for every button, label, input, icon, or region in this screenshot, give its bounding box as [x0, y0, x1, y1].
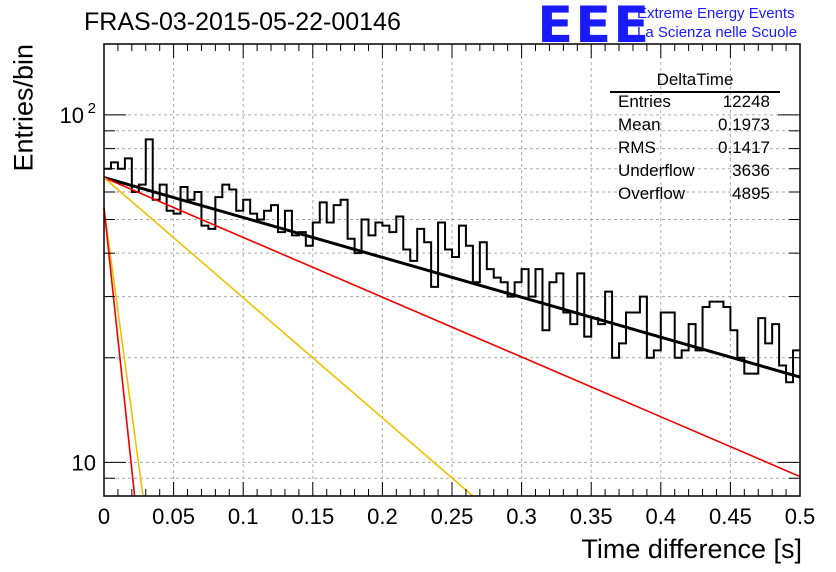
stats-row: Entries 12248 [618, 92, 770, 115]
histogram-outline [104, 138, 800, 384]
x-tick-label: 0.5 [785, 504, 816, 529]
fit-line [103, 207, 136, 497]
stats-row: Underflow 3636 [618, 161, 770, 184]
stats-key: Entries [618, 92, 671, 111]
x-tick-label: 0.1 [228, 504, 259, 529]
y-tick-exponent: 2 [88, 100, 96, 117]
logo-line-1: Extreme Energy Events [637, 5, 795, 22]
stats-key: Overflow [618, 184, 686, 203]
logo-line-2: La Scienza nelle Scuole [637, 24, 798, 41]
fit-line [103, 176, 801, 478]
x-axis-label: Time difference [s] [581, 534, 802, 564]
x-tick-label: 0.05 [152, 504, 195, 529]
stats-value: 12248 [722, 92, 770, 111]
stats-key: Underflow [618, 161, 695, 180]
logo-mark: EEE [537, 0, 652, 54]
fit-line [103, 177, 474, 497]
histogram [104, 138, 800, 384]
stats-key: RMS [618, 138, 656, 157]
stats-value: 0.1417 [718, 138, 770, 157]
eee-logo: EEE Extreme Energy Events La Scienza nel… [537, 0, 836, 54]
stats-key: Mean [618, 115, 661, 134]
stats-value: 4895 [732, 184, 770, 203]
fit-line [103, 207, 144, 497]
x-tick-label: 0.35 [570, 504, 613, 529]
x-tick-label: 0.4 [646, 504, 677, 529]
stats-box: DeltaTime Entries 12248 Mean 0.1973 RMS … [610, 70, 780, 205]
y-axis-label: Entries/bin [8, 43, 39, 172]
stats-row: RMS 0.1417 [618, 138, 770, 161]
x-tick-label: 0.15 [291, 504, 334, 529]
x-tick-label: 0.25 [431, 504, 474, 529]
y-tick-label: 10 [72, 450, 96, 475]
fit-lines [103, 176, 801, 497]
stats-title: DeltaTime [656, 70, 734, 89]
tick-labels: 0 0.05 0.1 0.15 0.2 0.25 0.3 0.35 0.4 0.45 0.5 10 10… [60, 100, 816, 529]
x-tick-label: 0.2 [367, 504, 398, 529]
stats-value: 3636 [732, 161, 770, 180]
axes [103, 43, 801, 497]
x-tick-label: 0 [98, 504, 110, 529]
stats-divider [610, 91, 780, 93]
stats-row: Overflow 4895 [618, 184, 770, 207]
plot-frame [103, 43, 801, 497]
stats-row: Mean 0.1973 [618, 115, 770, 138]
chart-title: FRAS-03-2015-05-22-00146 [84, 8, 401, 36]
fit-line [103, 176, 801, 379]
x-tick-label: 0.3 [506, 504, 537, 529]
x-tick-label: 0.45 [709, 504, 752, 529]
y-tick-label: 10 [60, 103, 84, 128]
stats-value: 0.1973 [718, 115, 770, 134]
